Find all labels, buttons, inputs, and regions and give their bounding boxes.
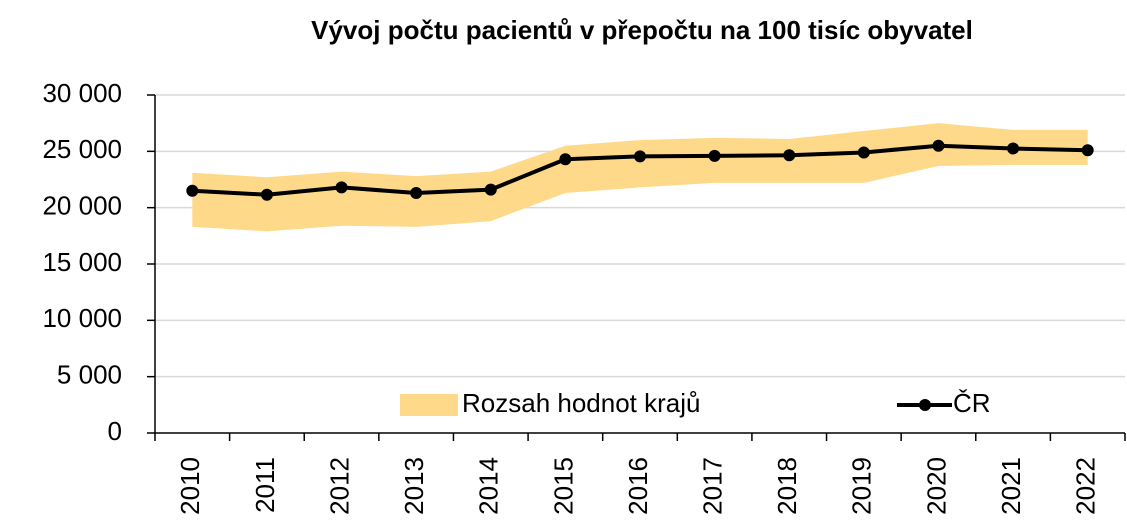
x-tick-label: 2010 (175, 457, 205, 515)
range-band (192, 123, 1088, 232)
x-tick-label: 2018 (772, 457, 802, 515)
x-tick-label: 2013 (399, 457, 429, 515)
x-tick-label: 2022 (1071, 457, 1101, 515)
x-tick-label: 2019 (847, 457, 877, 515)
marker (708, 149, 721, 162)
marker (634, 150, 646, 163)
marker (1081, 144, 1094, 157)
legend-label: ČR (953, 388, 991, 418)
legend-swatch (400, 394, 458, 416)
x-tick-label: 2015 (548, 457, 578, 515)
marker (932, 139, 945, 152)
marker (559, 153, 572, 166)
x-tick-label: 2016 (623, 457, 653, 515)
marker (1007, 142, 1020, 155)
y-tick-label: 10 000 (42, 303, 122, 333)
marker (260, 188, 273, 201)
x-tick-label: 2012 (324, 457, 354, 515)
x-tick-label: 2021 (996, 457, 1026, 515)
y-tick-label: 30 000 (42, 78, 122, 108)
legend-marker (919, 399, 931, 411)
x-tick-label: 2020 (921, 457, 951, 515)
x-tick-label: 2017 (697, 457, 727, 515)
marker (857, 146, 870, 159)
y-tick-label: 0 (108, 416, 122, 446)
chart-title: Vývoj počtu pacientů v přepočtu na 100 t… (311, 15, 973, 45)
marker (484, 183, 497, 196)
marker (186, 184, 199, 197)
marker (410, 187, 423, 200)
x-tick-label: 2014 (474, 457, 504, 515)
y-tick-label: 15 000 (42, 247, 122, 277)
marker (335, 181, 348, 194)
y-tick-label: 5 000 (57, 360, 122, 390)
x-tick-label: 2011 (250, 457, 280, 513)
legend-label: Rozsah hodnot krajů (462, 388, 700, 418)
marker (783, 149, 796, 162)
y-tick-label: 25 000 (42, 134, 122, 164)
y-tick-label: 20 000 (42, 191, 122, 221)
